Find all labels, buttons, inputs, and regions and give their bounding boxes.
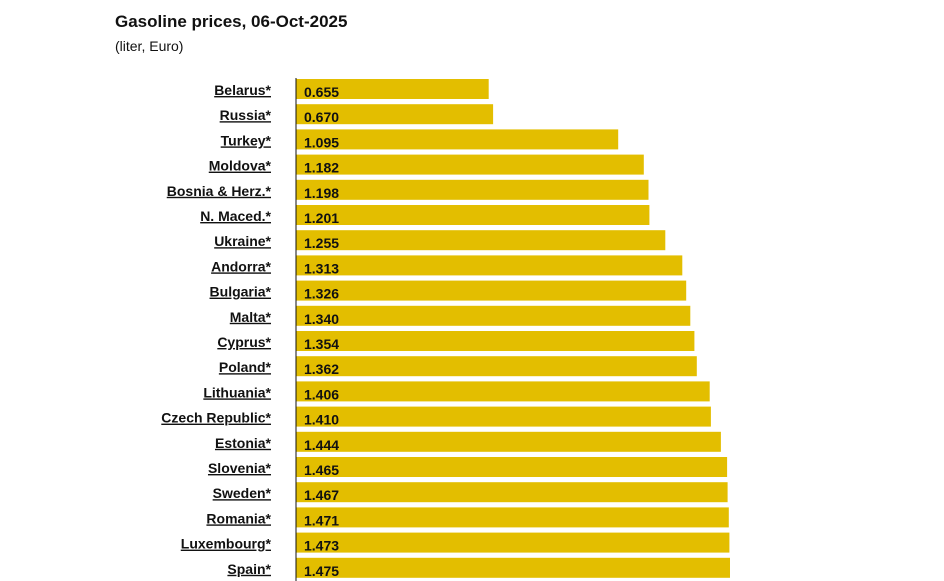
value-label-8: 1.326 xyxy=(304,286,339,302)
bar-5 xyxy=(296,205,650,225)
bar-18 xyxy=(296,532,730,553)
value-label-1: 0.670 xyxy=(304,109,339,125)
category-label-16: Sweden* xyxy=(213,485,272,501)
category-label-0: Belarus* xyxy=(214,82,271,98)
bar-17 xyxy=(296,507,729,528)
value-label-11: 1.362 xyxy=(304,361,339,377)
bar-6 xyxy=(296,230,666,251)
bar-0 xyxy=(296,79,489,99)
category-label-12: Lithuania* xyxy=(203,384,271,400)
category-label-10: Cyprus* xyxy=(217,334,271,350)
bar-2 xyxy=(296,129,619,150)
bar-15 xyxy=(296,457,728,477)
value-label-3: 1.182 xyxy=(304,160,339,176)
category-label-11: Poland* xyxy=(219,359,272,375)
bar-3 xyxy=(296,154,644,175)
category-label-1: Russia* xyxy=(220,107,272,123)
value-label-9: 1.340 xyxy=(304,311,339,327)
category-label-14: Estonia* xyxy=(215,435,272,451)
value-label-16: 1.467 xyxy=(304,487,339,503)
category-label-2: Turkey* xyxy=(221,132,272,148)
value-label-5: 1.201 xyxy=(304,210,339,226)
value-label-15: 1.465 xyxy=(304,462,339,478)
bars-layer xyxy=(296,79,730,578)
category-label-6: Ukraine* xyxy=(214,233,271,249)
category-label-7: Andorra* xyxy=(211,258,271,274)
category-label-18: Luxembourg* xyxy=(181,536,272,552)
value-label-17: 1.471 xyxy=(304,512,339,528)
value-label-13: 1.410 xyxy=(304,412,339,428)
category-label-3: Moldova* xyxy=(209,158,272,174)
value-label-6: 1.255 xyxy=(304,235,339,251)
category-label-19: Spain* xyxy=(227,561,271,577)
chart-title: Gasoline prices, 06-Oct-2025 xyxy=(115,12,348,31)
bar-11 xyxy=(296,356,697,377)
bar-9 xyxy=(296,305,691,326)
value-label-10: 1.354 xyxy=(304,336,339,352)
bar-16 xyxy=(296,482,728,503)
labels-layer: Belarus* 0.655 Russia* 0.670 Turkey* 1.095 Mol… xyxy=(161,82,339,579)
chart-subtitle: (liter, Euro) xyxy=(115,38,184,54)
category-label-5: N. Maced.* xyxy=(200,208,271,224)
value-label-14: 1.444 xyxy=(304,437,339,453)
bar-4 xyxy=(296,179,649,200)
category-label-9: Malta* xyxy=(230,309,272,325)
value-label-19: 1.475 xyxy=(304,563,339,579)
value-label-2: 1.095 xyxy=(304,134,339,150)
bar-12 xyxy=(296,381,710,402)
value-label-12: 1.406 xyxy=(304,386,339,402)
category-label-8: Bulgaria* xyxy=(210,284,272,300)
value-label-0: 0.655 xyxy=(304,84,339,100)
bar-8 xyxy=(296,280,687,301)
category-label-15: Slovenia* xyxy=(208,460,272,476)
bar-13 xyxy=(296,406,711,427)
bar-1 xyxy=(296,104,494,125)
value-label-18: 1.473 xyxy=(304,538,339,554)
category-label-17: Romania* xyxy=(206,510,271,526)
category-label-4: Bosnia & Herz.* xyxy=(167,183,272,199)
bar-7 xyxy=(296,255,683,276)
category-label-13: Czech Republic* xyxy=(161,410,271,426)
bar-19 xyxy=(296,557,730,578)
bar-14 xyxy=(296,431,721,452)
bar-10 xyxy=(296,331,695,351)
value-label-7: 1.313 xyxy=(304,260,339,276)
value-label-4: 1.198 xyxy=(304,185,339,201)
